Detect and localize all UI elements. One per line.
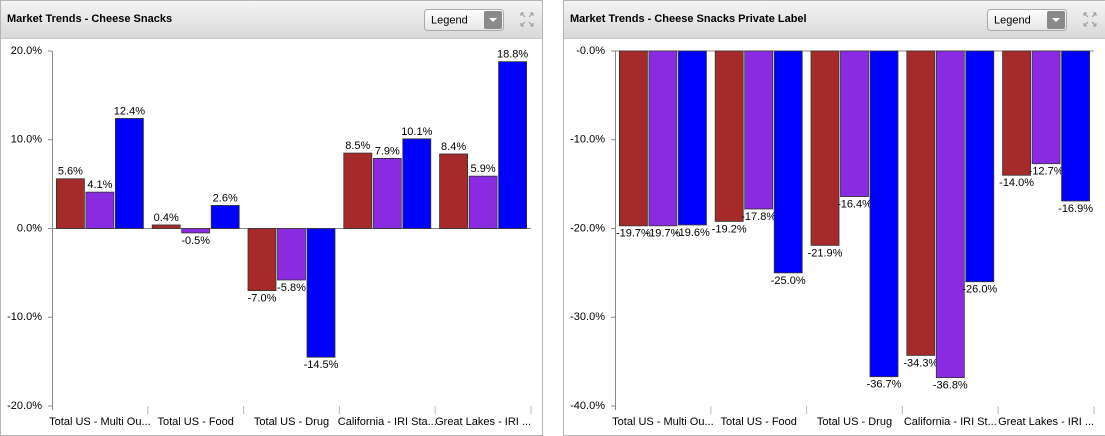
data-label: -19.2%: [712, 223, 747, 235]
bar: [277, 228, 306, 281]
data-label: 5.6%: [58, 166, 83, 178]
x-tick-label: California - IRI Sta...: [338, 416, 437, 428]
x-tick-label: Total US - Multi Ou...: [49, 416, 150, 428]
panel-title: Market Trends - Cheese Snacks Private La…: [570, 13, 807, 25]
bar: [372, 157, 402, 229]
data-label: -26.0%: [962, 284, 997, 296]
dropdown-arrow: [489, 18, 497, 22]
bar: [619, 50, 648, 227]
legend-dropdown[interactable]: [424, 9, 504, 31]
data-label: -19.7%: [645, 228, 680, 240]
y-tick-label: 10.0%: [11, 134, 42, 146]
bar: [210, 205, 240, 229]
data-label: 5.9%: [471, 163, 496, 175]
x-tick-label: Total US - Drug: [254, 416, 329, 428]
y-tick-label: -20.0%: [7, 400, 42, 412]
dropdown-arrow: [1052, 18, 1060, 22]
bar: [439, 153, 469, 229]
data-label: -21.9%: [808, 247, 843, 259]
expand-icon[interactable]: [1083, 12, 1097, 27]
x-tick-label: Total US - Drug: [817, 416, 892, 428]
data-label: -25.0%: [771, 275, 806, 287]
bar: [85, 191, 115, 229]
bar: [1061, 50, 1090, 202]
data-label: -19.7%: [616, 228, 651, 240]
bar: [773, 50, 803, 274]
data-label: -34.3%: [903, 357, 938, 369]
data-label: 2.6%: [213, 192, 238, 204]
bar: [935, 50, 965, 379]
y-tick-label: -30.0%: [570, 311, 605, 323]
data-label: -19.6%: [675, 227, 710, 239]
bar: [1002, 50, 1031, 176]
expand-icon[interactable]: [520, 12, 534, 27]
data-label: -14.5%: [304, 359, 339, 371]
x-tick-label: Great Lakes - IRI ...: [435, 416, 531, 428]
x-tick-label: Great Lakes - IRI ...: [998, 416, 1094, 428]
data-label: -36.8%: [933, 380, 968, 392]
y-tick-label: 0.0%: [17, 222, 42, 234]
legend-dropdown[interactable]: [987, 9, 1067, 31]
bar: [869, 50, 899, 378]
bar: [115, 118, 144, 229]
bar: [678, 50, 707, 226]
data-label: -36.7%: [867, 379, 902, 391]
data-label: -16.4%: [837, 198, 872, 210]
data-label: 8.4%: [441, 141, 466, 153]
y-tick-label: -10.0%: [570, 134, 605, 146]
bar: [181, 228, 211, 234]
bar: [306, 228, 336, 358]
x-tick-label: Total US - Food: [157, 416, 233, 428]
data-label: -5.8%: [277, 282, 306, 294]
y-tick-label: -40.0%: [570, 400, 605, 412]
bar: [343, 152, 373, 229]
bar: [402, 138, 432, 229]
y-tick-label: -10.0%: [7, 311, 42, 323]
bar: [1031, 50, 1061, 165]
bar: [648, 50, 678, 227]
y-tick-label: 20.0%: [11, 45, 42, 57]
bar: [906, 50, 936, 356]
data-label: 7.9%: [375, 145, 400, 157]
data-label: -12.7%: [1029, 166, 1064, 178]
x-tick-label: Total US - Multi Ou...: [612, 416, 713, 428]
bar: [151, 224, 181, 229]
data-label: -17.8%: [741, 211, 776, 223]
bar: [965, 50, 995, 283]
bar: [468, 175, 498, 229]
panel-title: Market Trends - Cheese Snacks: [7, 13, 172, 25]
data-label: -7.0%: [248, 293, 277, 305]
bar: [247, 228, 277, 292]
bar: [56, 178, 85, 229]
bar: [714, 50, 744, 222]
data-label: 4.1%: [87, 179, 112, 191]
bar: [744, 50, 774, 210]
data-label: -16.9%: [1058, 203, 1093, 215]
x-tick-label: California - IRI St...: [904, 416, 997, 428]
legend-dropdown-label: Legend: [994, 14, 1031, 26]
legend-dropdown-label: Legend: [431, 14, 468, 26]
y-tick-label: -0.0%: [576, 45, 605, 57]
data-label: -0.5%: [181, 235, 210, 247]
y-tick-label: -20.0%: [570, 222, 605, 234]
data-label: 10.1%: [401, 126, 432, 138]
data-label: -14.0%: [999, 177, 1034, 189]
data-label: 8.5%: [345, 140, 370, 152]
data-label: 12.4%: [114, 105, 145, 117]
bar: [498, 61, 528, 229]
bar: [810, 50, 840, 246]
bar: [840, 50, 869, 197]
data-label: 0.4%: [154, 212, 179, 224]
data-label: 18.8%: [497, 49, 528, 61]
x-tick-label: Total US - Food: [720, 416, 796, 428]
